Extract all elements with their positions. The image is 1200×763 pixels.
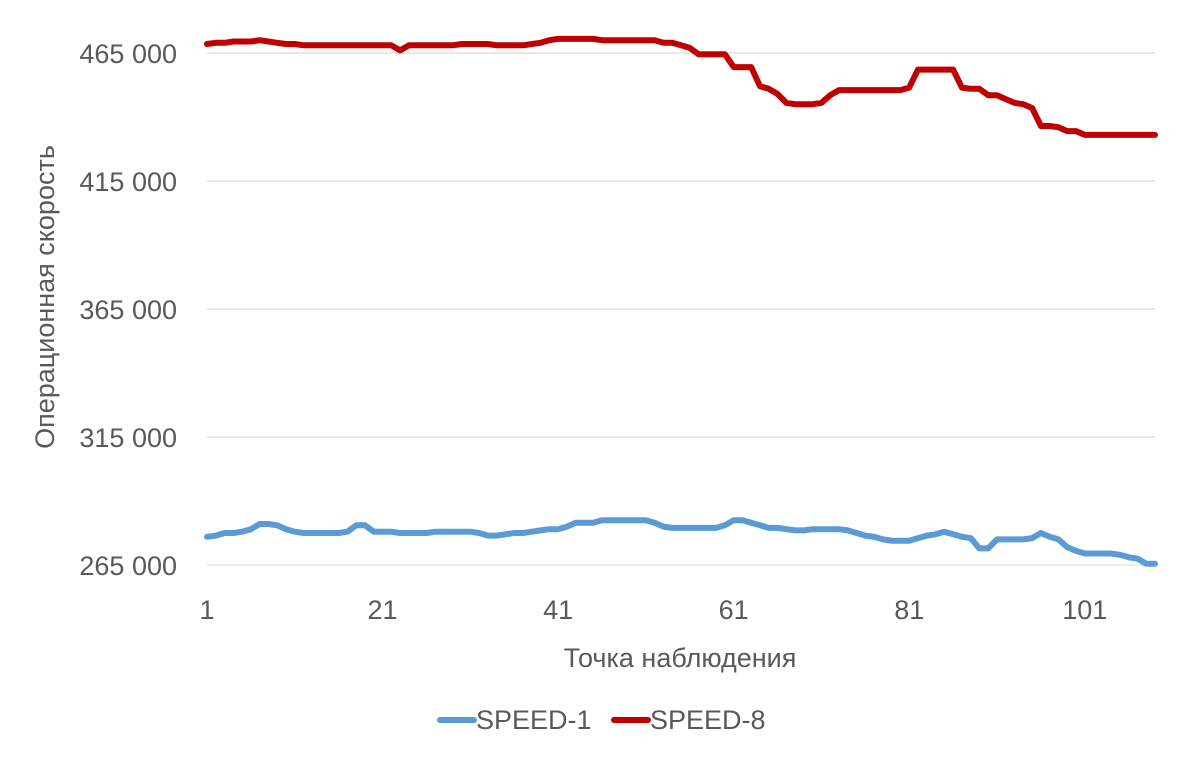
legend-label: SPEED-8 bbox=[650, 705, 766, 735]
legend: SPEED-1 SPEED-8 bbox=[437, 705, 766, 735]
x-tick-label: 21 bbox=[368, 595, 398, 625]
y-tick-label: 465 000 bbox=[79, 39, 177, 69]
x-tick-label: 101 bbox=[1062, 595, 1107, 625]
x-tick-label: 1 bbox=[199, 595, 214, 625]
x-tick-label: 41 bbox=[543, 595, 573, 625]
series-lines bbox=[204, 35, 1158, 567]
series-line-1 bbox=[204, 517, 1158, 567]
x-tick-labels: 1 21 41 61 81 101 bbox=[199, 595, 1107, 625]
y-tick-label: 265 000 bbox=[79, 551, 177, 581]
y-tick-label: 365 000 bbox=[79, 295, 177, 325]
series-line-2 bbox=[204, 35, 1158, 138]
y-tick-label: 315 000 bbox=[79, 423, 177, 453]
y-tick-label: 415 000 bbox=[79, 167, 177, 197]
y-tick-labels: 265 000 315 000 365 000 415 000 465 000 bbox=[79, 39, 177, 581]
y-axis-label: Операционная скорость bbox=[30, 145, 60, 449]
legend-label: SPEED-1 bbox=[476, 705, 592, 735]
x-tick-label: 81 bbox=[894, 595, 924, 625]
x-axis-label: Точка наблюдения bbox=[564, 643, 797, 673]
x-tick-label: 61 bbox=[719, 595, 749, 625]
gridlines bbox=[207, 52, 1155, 438]
